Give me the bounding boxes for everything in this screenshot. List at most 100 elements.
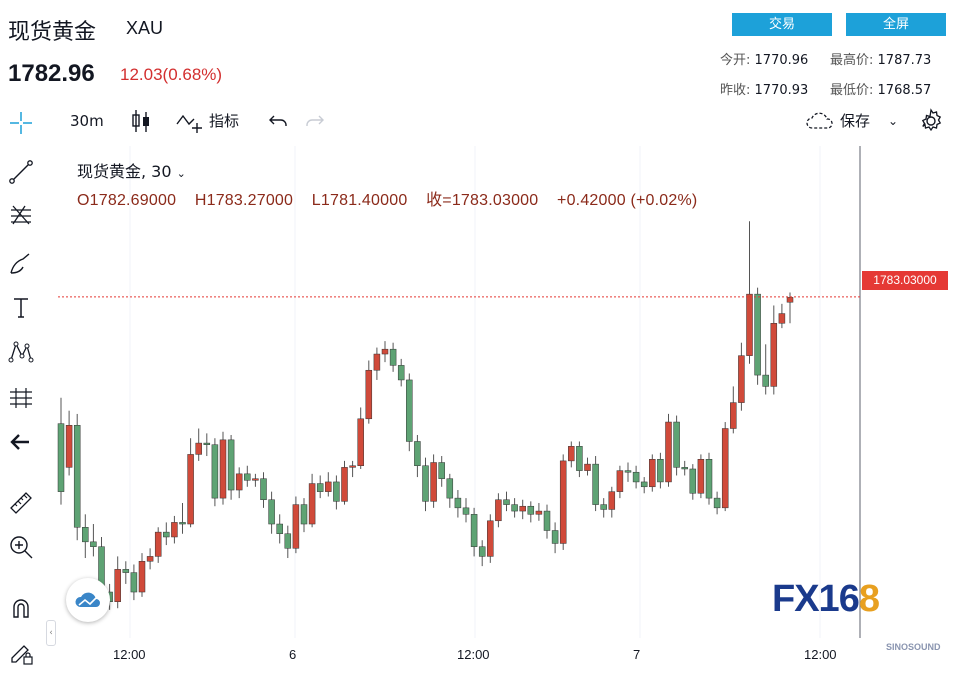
- collapse-toolbar-tab[interactable]: ‹: [46, 620, 56, 646]
- candle-body: [422, 465, 429, 502]
- candle-body: [511, 504, 518, 512]
- zoom-in-icon[interactable]: [4, 530, 38, 564]
- candle-body: [211, 444, 219, 499]
- candle-body: [535, 510, 543, 515]
- candle-body: [713, 497, 721, 509]
- instrument-symbol: XAU: [126, 18, 164, 38]
- candle-body: [559, 460, 567, 544]
- candle-body: [503, 499, 510, 505]
- candle-body: [681, 467, 688, 470]
- candle-body: [414, 441, 421, 466]
- candle-body: [73, 425, 81, 528]
- fib-icon[interactable]: [4, 197, 38, 231]
- candle-body: [292, 504, 300, 549]
- prev-close-label: 昨收:: [720, 83, 751, 98]
- text-icon[interactable]: [4, 290, 38, 324]
- fx168-logo: FX168: [772, 578, 880, 620]
- lock-pencil-icon[interactable]: [4, 636, 38, 670]
- candle-body: [649, 459, 656, 488]
- x-axis-label: 7: [633, 647, 641, 662]
- cloud-save-icon[interactable]: [804, 108, 836, 142]
- legend-open: O1782.69000: [77, 192, 177, 209]
- candle-body: [227, 439, 235, 491]
- candle-body: [495, 499, 502, 522]
- candle-body: [673, 421, 680, 468]
- chevron-down-icon[interactable]: ⌄: [176, 167, 186, 180]
- candle-body: [349, 465, 356, 468]
- candle-body: [187, 454, 194, 525]
- candle-body: [276, 523, 283, 534]
- low-label: 最低价:: [830, 83, 874, 98]
- fullscreen-button[interactable]: 全屏: [846, 13, 946, 36]
- candle-body: [438, 462, 445, 479]
- candles-icon[interactable]: [130, 108, 152, 142]
- candle-body: [389, 348, 397, 366]
- candle-body: [284, 533, 292, 549]
- candle-body: [252, 478, 259, 481]
- trade-button[interactable]: 交易: [732, 13, 832, 36]
- candle-body: [203, 442, 211, 445]
- back-arrow-icon[interactable]: [4, 425, 38, 459]
- candle-body: [584, 463, 591, 471]
- pattern-icon[interactable]: [4, 335, 38, 369]
- legend-title: 现货黄金, 30: [77, 162, 172, 181]
- candle-body: [138, 561, 146, 593]
- candle-body: [600, 504, 607, 510]
- candle-body: [179, 522, 186, 525]
- candle-body: [770, 323, 778, 387]
- candle-body: [219, 439, 227, 499]
- candle-body: [333, 481, 340, 502]
- redo-icon[interactable]: [303, 107, 325, 141]
- cloud-logo-button[interactable]: [66, 578, 110, 622]
- low-value: 1768.57: [877, 83, 932, 98]
- candle-body: [746, 293, 753, 356]
- low-stat: 最低价: 1768.57: [830, 79, 931, 98]
- last-price: 1782.96: [8, 60, 95, 87]
- candle-body: [325, 481, 332, 492]
- candle-body: [373, 353, 381, 371]
- candle-body: [365, 369, 373, 420]
- indicators-button[interactable]: 指标: [209, 112, 240, 130]
- candle-body: [316, 483, 324, 492]
- candle-body: [462, 507, 470, 515]
- candle-body: [163, 531, 170, 538]
- indicator-icon[interactable]: [175, 108, 205, 142]
- candle-body: [130, 572, 138, 593]
- x-axis-label: 12:00: [113, 647, 146, 662]
- open-value: 1770.96: [754, 53, 809, 68]
- candle-body: [568, 446, 575, 462]
- undo-icon[interactable]: [268, 107, 290, 141]
- prev-close-stat: 昨收: 1770.93: [720, 79, 808, 98]
- price-change: 12.03(0.68%): [120, 65, 223, 84]
- candle-body: [657, 459, 664, 483]
- chart-legend-title[interactable]: 现货黄金, 30 ⌄: [77, 158, 186, 182]
- interval-button[interactable]: 30m: [70, 112, 104, 130]
- ruler-icon[interactable]: [4, 486, 38, 520]
- high-stat: 最高价: 1787.73: [830, 49, 931, 68]
- legend-low: L1781.40000: [311, 192, 408, 209]
- sinosound-logo: SINOSOUND: [886, 642, 941, 652]
- candle-body: [195, 442, 202, 455]
- candle-body: [235, 473, 243, 491]
- x-axis-label: 6: [289, 647, 297, 662]
- candle-body: [632, 471, 640, 483]
- candle-body: [624, 470, 632, 473]
- x-axis-label: 12:00: [457, 647, 490, 662]
- candle-body: [754, 293, 761, 376]
- chevron-down-icon[interactable]: ⌄: [888, 114, 899, 128]
- legend-change: +0.42000 (+0.02%): [557, 192, 698, 209]
- crosshair-icon[interactable]: [4, 106, 38, 140]
- brush-icon[interactable]: [4, 246, 38, 280]
- candle-body: [171, 522, 178, 538]
- candle-body: [608, 491, 616, 510]
- candle-body: [308, 483, 316, 525]
- gear-icon[interactable]: [918, 107, 944, 141]
- candle-body: [300, 504, 308, 525]
- chart-toolbar: 30m 指标 保存 ⌄: [0, 104, 955, 138]
- save-button[interactable]: 保存: [840, 112, 871, 130]
- measure-lines-icon[interactable]: [4, 381, 38, 415]
- magnet-icon[interactable]: [4, 592, 38, 626]
- candle-body: [114, 569, 121, 602]
- trendline-icon[interactable]: [4, 155, 38, 189]
